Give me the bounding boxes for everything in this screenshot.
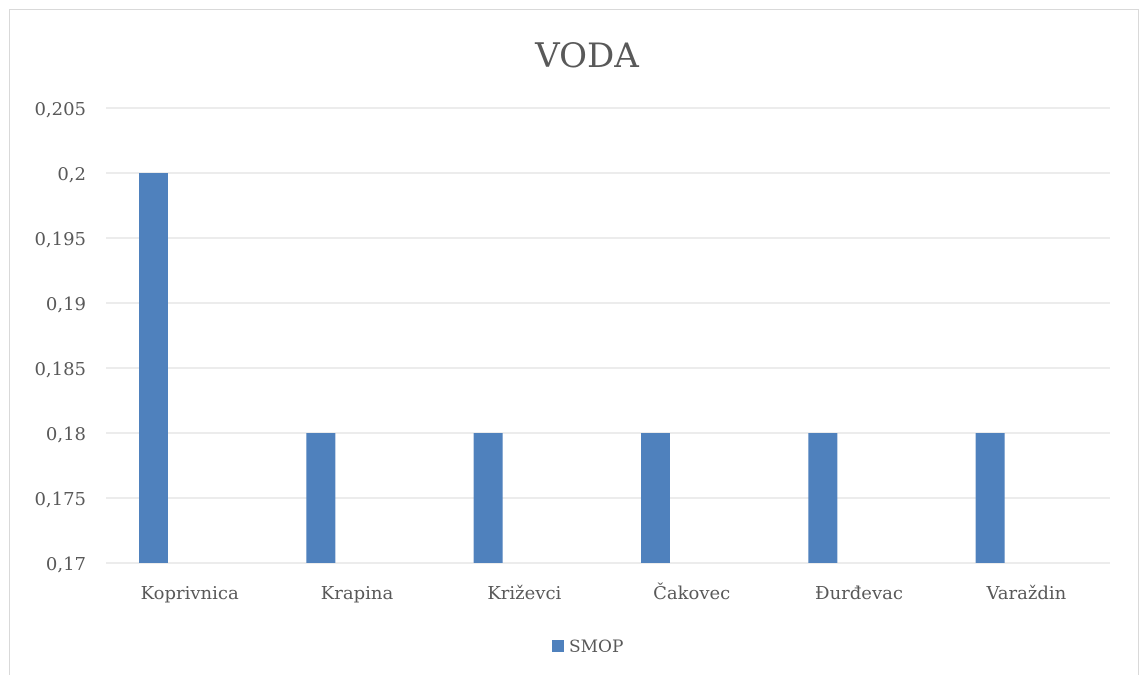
bar-čakovec [641,433,670,563]
gridlines [106,107,1110,564]
y-tick-label: 0,18 [46,424,86,445]
y-tick-label: 0,2 [57,164,86,185]
x-tick-label: Đurđevac [815,583,903,604]
x-tick-label: Križevci [487,583,561,604]
y-tick-label: 0,205 [34,99,86,120]
bar-đurđevac [808,433,838,563]
x-tick-label: Koprivnica [141,583,239,604]
y-tick-label: 0,19 [46,294,86,315]
y-tick-label: 0,185 [34,359,86,380]
bar-krapina [306,433,336,563]
x-tick-label: Krapina [321,583,394,604]
x-tick-label: Varaždin [985,583,1066,604]
y-tick-label: 0,195 [34,229,86,250]
y-tick-label: 0,175 [34,489,86,510]
legend-label: SMOP [569,637,623,657]
bar-križevci [473,433,503,563]
legend-swatch [552,640,564,652]
bar-koprivnica [139,173,168,563]
chart-frame [9,9,1139,675]
chart-title: VODA [534,36,639,76]
x-tick-label: Čakovec [653,581,730,604]
x-axis-ticks: Koprivnica Krapina Križevci Čakovec Đurđevac… [141,581,1067,604]
y-axis-ticks: 0,17 0,175 0,18 0,185 0,19 0,195 0,2 0,205 [34,99,86,575]
bar-varaždin [975,433,1005,563]
bars [139,173,1005,563]
legend: SMOP [552,637,623,657]
y-tick-label: 0,17 [46,554,86,575]
